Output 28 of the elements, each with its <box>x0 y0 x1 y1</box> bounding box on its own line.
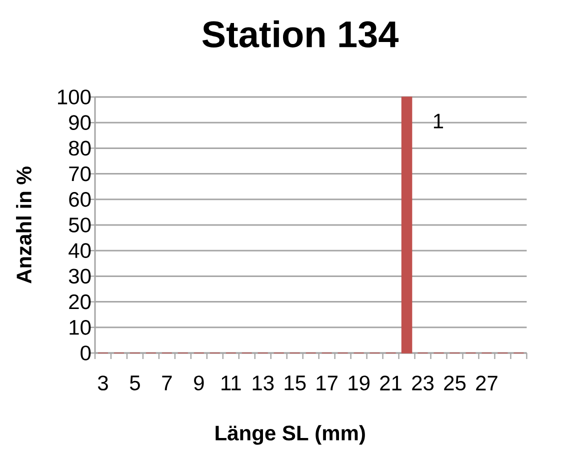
x-tick-label: 11 <box>222 376 241 390</box>
x-tick-label: 7 <box>162 376 172 390</box>
y-tick-label: 30 <box>68 268 91 284</box>
x-tick-label: 3 <box>98 376 108 390</box>
x-tick-label: 13 <box>252 376 274 390</box>
x-tick-label: 19 <box>348 376 370 390</box>
chart-title: Station 134 <box>202 20 399 48</box>
x-axis-title: Länge SL (mm) <box>216 425 365 445</box>
y-tick-label: 20 <box>69 294 91 310</box>
x-tick-label: 17 <box>316 376 338 390</box>
x-tick-label: 5 <box>130 376 140 390</box>
y-axis-title: Anzahl in % <box>16 166 32 284</box>
y-tick-label: 90 <box>69 115 91 130</box>
y-tick-label: 50 <box>68 218 91 232</box>
x-tick-label: 25 <box>444 376 466 390</box>
y-tick-label: 100 <box>58 90 91 104</box>
x-tick-label: 15 <box>284 376 306 390</box>
x-tick-label: 23 <box>412 376 434 390</box>
x-tick-label: 27 <box>476 376 498 390</box>
x-tick-label: 9 <box>194 376 204 390</box>
y-tick-label: 70 <box>69 166 91 182</box>
x-tick-label: 21 <box>380 376 402 390</box>
y-tick-label: 10 <box>70 320 91 335</box>
y-tick-label: 80 <box>69 140 91 156</box>
y-tick-label: 40 <box>68 243 91 258</box>
y-tick-label: 60 <box>69 192 91 207</box>
annotation: 1 <box>434 114 444 128</box>
y-tick-label: 0 <box>80 346 91 360</box>
